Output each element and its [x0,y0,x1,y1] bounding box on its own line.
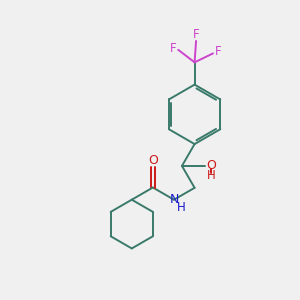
Text: N: N [169,193,179,206]
Text: O: O [148,154,158,167]
Text: H: H [177,201,186,214]
Text: O: O [206,159,216,172]
Text: H: H [207,169,215,182]
Text: F: F [193,28,200,41]
Text: F: F [170,42,176,55]
Text: F: F [215,45,221,58]
